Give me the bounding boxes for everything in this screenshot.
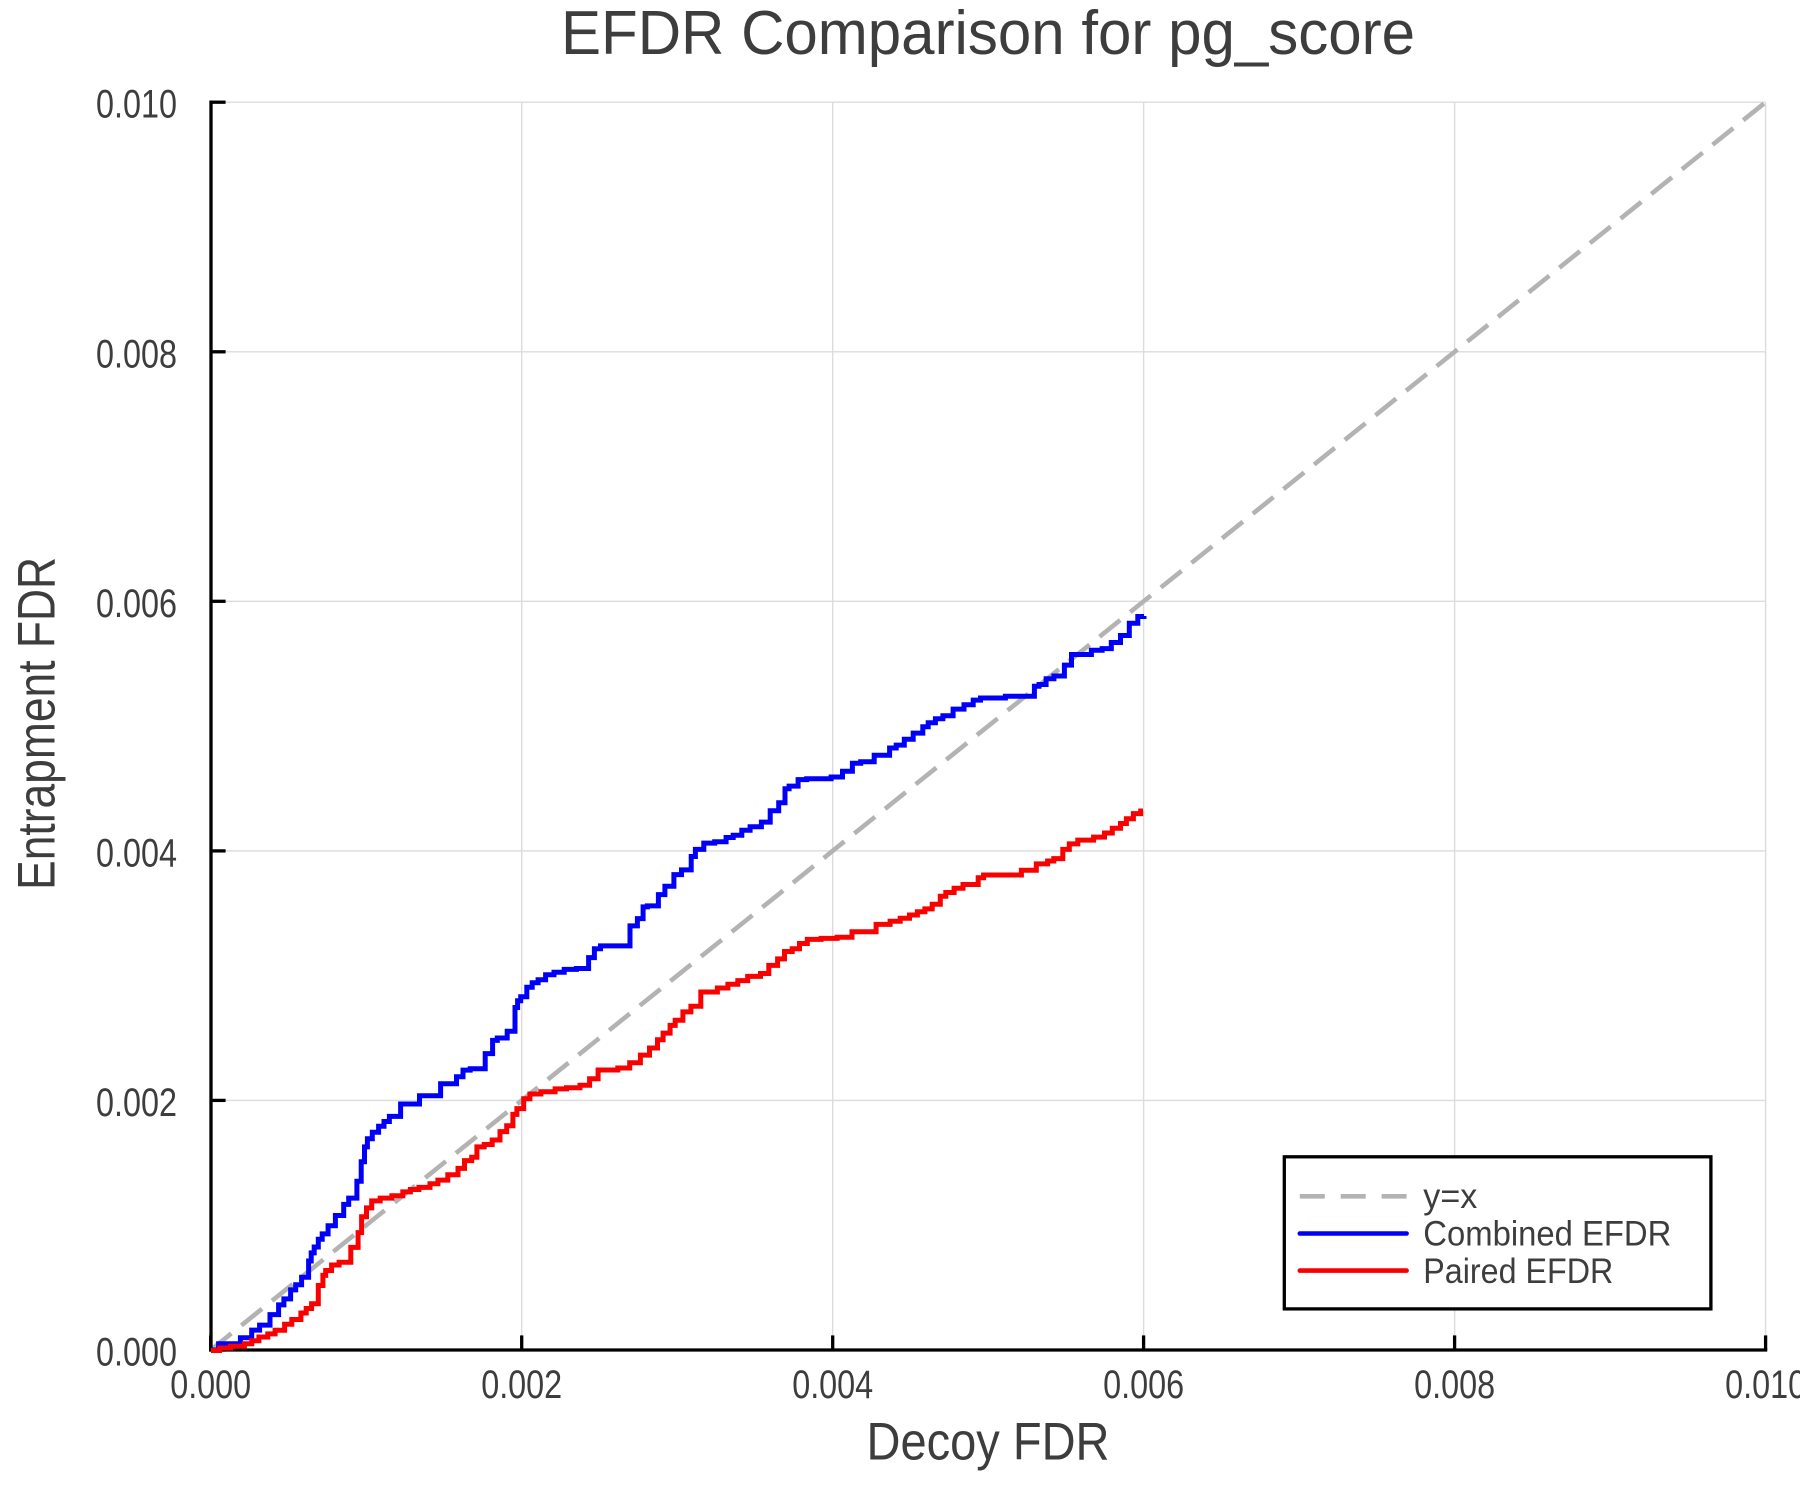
svg-text:0.010: 0.010: [1725, 1363, 1800, 1407]
svg-text:0.004: 0.004: [96, 831, 177, 875]
svg-text:Combined EFDR: Combined EFDR: [1423, 1215, 1671, 1254]
svg-text:0.002: 0.002: [481, 1363, 562, 1407]
svg-text:0.008: 0.008: [96, 332, 177, 376]
svg-text:Paired EFDR: Paired EFDR: [1423, 1252, 1613, 1291]
svg-text:y=x: y=x: [1423, 1177, 1477, 1216]
svg-text:0.006: 0.006: [1103, 1363, 1184, 1407]
svg-text:0.008: 0.008: [1414, 1363, 1495, 1407]
svg-text:0.000: 0.000: [96, 1331, 177, 1375]
svg-text:0.002: 0.002: [96, 1081, 177, 1125]
svg-text:EFDR Comparison for pg_score: EFDR Comparison for pg_score: [561, 0, 1415, 68]
svg-text:Decoy FDR: Decoy FDR: [867, 1413, 1110, 1472]
svg-text:0.006: 0.006: [96, 582, 177, 626]
svg-text:0.010: 0.010: [96, 83, 177, 127]
svg-text:0.004: 0.004: [792, 1363, 873, 1407]
svg-text:Entrapment FDR: Entrapment FDR: [7, 557, 66, 890]
svg-text:0.000: 0.000: [170, 1363, 251, 1407]
